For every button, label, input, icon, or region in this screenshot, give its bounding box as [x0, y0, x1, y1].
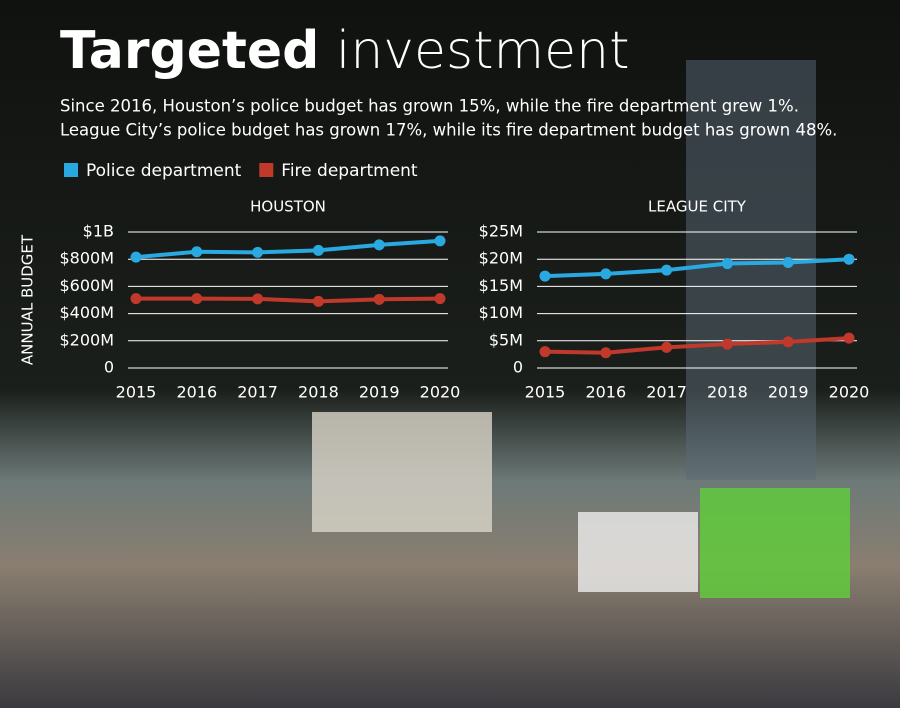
data-point: [373, 293, 385, 305]
subtitle: League City’s police budget has grown 17…: [60, 121, 837, 140]
y-tick-label: $25M: [479, 222, 523, 241]
data-point: [312, 244, 324, 256]
y-axis-label: ANNUAL BUDGET: [19, 234, 37, 365]
subtitle: Since 2016, Houston’s police budget has …: [60, 97, 799, 116]
x-tick-label: 2020: [420, 383, 461, 402]
x-tick-label: 2017: [237, 383, 278, 402]
background-sign: [686, 60, 816, 480]
legend: Police department Fire department: [64, 161, 418, 181]
data-point: [252, 246, 264, 258]
x-tick-label: 2017: [646, 383, 687, 402]
chart-title: LEAGUE CITY: [648, 198, 747, 216]
headline-light: investment: [336, 21, 630, 81]
data-point: [600, 268, 612, 280]
series-line: [135, 238, 441, 260]
data-point: [130, 293, 142, 305]
series-line: [544, 257, 850, 279]
y-tick-label: $10M: [479, 303, 523, 322]
x-tick-label: 2019: [768, 383, 809, 402]
x-tick-label: 2018: [707, 383, 748, 402]
data-point: [312, 295, 324, 307]
x-tick-label: 2015: [525, 383, 566, 402]
legend-swatch: [259, 163, 274, 177]
data-point: [721, 258, 733, 270]
y-tick-label: $400M: [59, 303, 114, 322]
data-point: [661, 264, 673, 276]
data-point: [539, 346, 551, 358]
background-placard: [312, 412, 492, 532]
data-point: [782, 256, 794, 268]
x-tick-label: 2015: [116, 383, 157, 402]
data-point: [191, 293, 203, 305]
legend-label: Police department: [86, 161, 242, 181]
data-point: [539, 270, 551, 282]
data-point: [191, 246, 203, 258]
background-placard: [578, 512, 698, 592]
data-point: [782, 336, 794, 348]
legend-swatch: [64, 163, 78, 177]
data-point: [843, 332, 855, 344]
headline: Targeted investment: [60, 21, 630, 81]
y-tick-label: $800M: [59, 249, 114, 268]
data-point: [721, 338, 733, 350]
x-tick-label: 2020: [829, 383, 870, 402]
y-tick-label: $15M: [479, 276, 523, 295]
y-tick-label: $20M: [479, 249, 523, 268]
data-point: [843, 253, 855, 265]
x-tick-label: 2019: [359, 383, 400, 402]
headline-bold: Targeted: [60, 21, 319, 81]
y-tick-label: $5M: [489, 330, 523, 349]
chart-title: HOUSTON: [250, 198, 326, 216]
data-point: [373, 239, 385, 251]
x-tick-label: 2016: [585, 383, 626, 402]
y-tick-label: $600M: [59, 276, 114, 295]
data-point: [252, 293, 264, 305]
data-point: [434, 293, 446, 305]
y-tick-label: $1B: [83, 222, 114, 241]
y-tick-label: 0: [104, 358, 114, 377]
y-tick-label: 0: [513, 358, 523, 377]
x-tick-label: 2018: [298, 383, 339, 402]
data-point: [661, 341, 673, 353]
data-point: [434, 235, 446, 247]
background-placard: [700, 488, 850, 598]
y-tick-label: $200M: [59, 330, 114, 349]
data-point: [130, 251, 142, 263]
data-point: [600, 347, 612, 359]
legend-label: Fire department: [281, 161, 418, 181]
x-tick-label: 2016: [176, 383, 217, 402]
series-line: [544, 336, 850, 355]
series-line: [136, 296, 441, 304]
